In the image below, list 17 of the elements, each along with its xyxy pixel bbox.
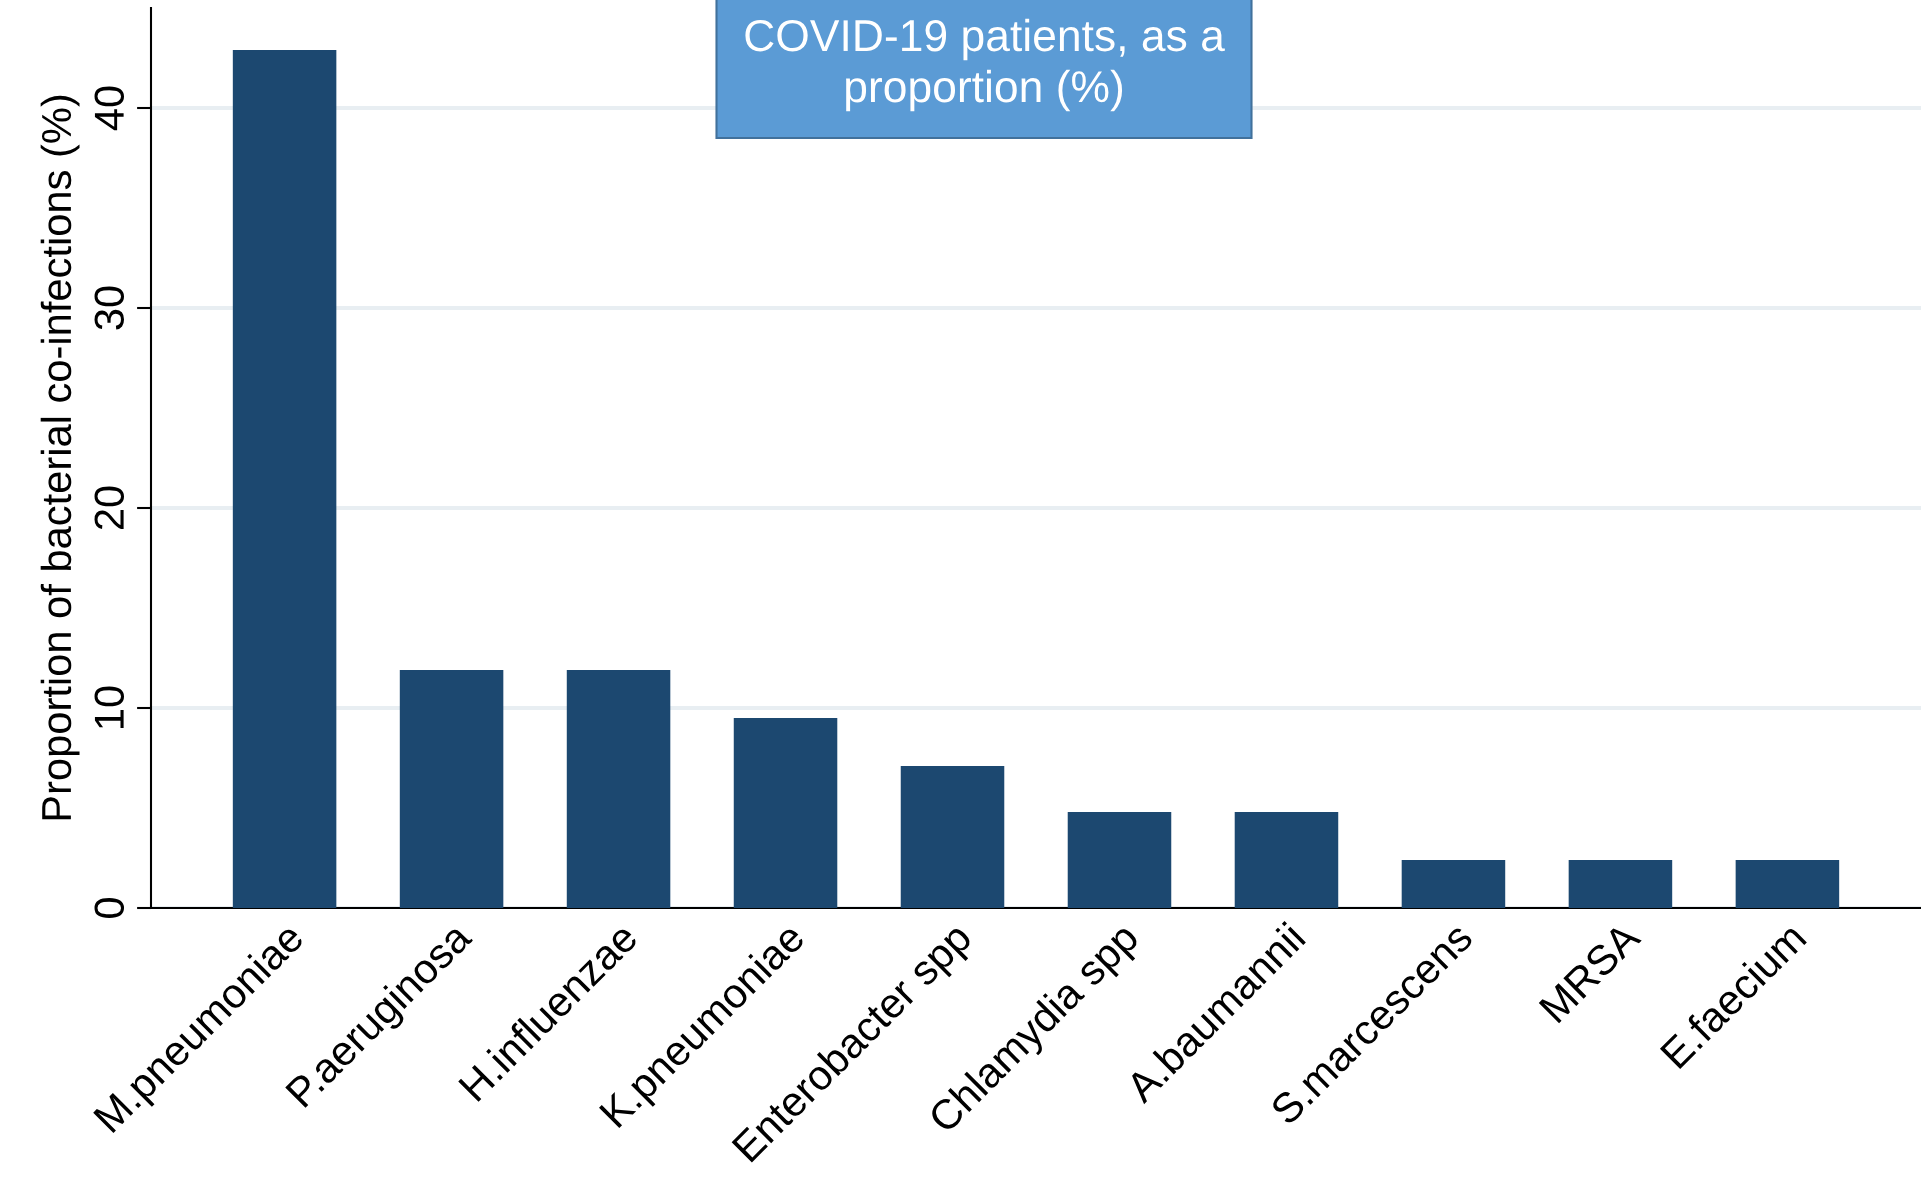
bar [232,50,337,908]
bar [1568,860,1673,908]
bar [566,670,671,908]
y-tick-label: 10 [94,686,125,728]
bar [399,670,504,908]
text: COVID-19 patients, as a proportion (%) [745,18,1225,112]
y-axis-title: Proportion of bacterial co-infections (%) [40,95,80,820]
y-tick-label: 0 [94,898,125,918]
bar [1234,812,1339,908]
y-tick-label: 40 [94,86,125,131]
bar [1735,860,1840,908]
y-tick-label: 20 [94,486,125,530]
y-tick-label: 30 [94,286,125,330]
bar [1401,860,1506,908]
bar [1067,812,1172,908]
bar [733,718,838,908]
bar [900,766,1005,908]
